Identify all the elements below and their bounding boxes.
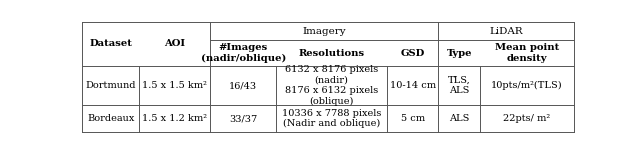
Text: Resolutions: Resolutions (299, 49, 365, 58)
Text: 10pts/m²(TLS): 10pts/m²(TLS) (491, 81, 563, 90)
Text: GSD: GSD (401, 49, 425, 58)
Text: TLS,
ALS: TLS, ALS (448, 76, 471, 95)
Text: Bordeaux: Bordeaux (87, 114, 134, 123)
Text: 33/37: 33/37 (229, 114, 257, 123)
Text: 1.5 x 1.5 km²: 1.5 x 1.5 km² (142, 81, 207, 90)
Text: 16/43: 16/43 (229, 81, 257, 90)
Text: Dataset: Dataset (89, 39, 132, 48)
Text: 6132 x 8176 pixels
(nadir)
8176 x 6132 pixels
(oblique): 6132 x 8176 pixels (nadir) 8176 x 6132 p… (285, 65, 378, 106)
Text: 5 cm: 5 cm (401, 114, 425, 123)
Text: LiDAR: LiDAR (489, 27, 523, 36)
Text: Type: Type (447, 49, 472, 58)
Text: #Images
(nadir/oblique): #Images (nadir/oblique) (200, 43, 286, 63)
Text: Dortmund: Dortmund (86, 81, 136, 90)
Text: Imagery: Imagery (303, 27, 346, 36)
Text: ALS: ALS (449, 114, 470, 123)
Text: 10-14 cm: 10-14 cm (390, 81, 436, 90)
Text: Mean point
density: Mean point density (495, 43, 559, 63)
Text: 10336 x 7788 pixels
(Nadir and oblique): 10336 x 7788 pixels (Nadir and oblique) (282, 109, 381, 128)
Text: AOI: AOI (164, 39, 185, 48)
Text: 22pts/ m²: 22pts/ m² (503, 114, 550, 123)
Text: 1.5 x 1.2 km²: 1.5 x 1.2 km² (142, 114, 207, 123)
